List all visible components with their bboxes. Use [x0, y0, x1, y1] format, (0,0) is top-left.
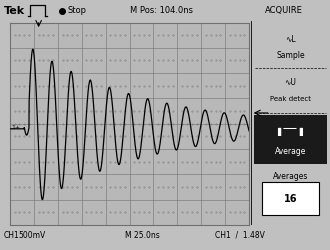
- Text: M 25.0ns: M 25.0ns: [125, 230, 160, 239]
- Text: ∿U: ∿U: [284, 78, 296, 87]
- FancyBboxPatch shape: [254, 115, 327, 164]
- Text: 1+: 1+: [11, 125, 20, 130]
- Text: M Pos: 104.0ns: M Pos: 104.0ns: [130, 6, 193, 15]
- Text: Tek: Tek: [4, 6, 25, 16]
- Text: ACQUIRE: ACQUIRE: [265, 6, 303, 15]
- Text: Stop: Stop: [67, 6, 86, 15]
- Text: Average: Average: [275, 147, 306, 156]
- Text: Peak detect: Peak detect: [270, 96, 311, 102]
- Text: 16: 16: [284, 194, 297, 203]
- Text: 500mV: 500mV: [18, 230, 45, 239]
- Text: ▌▔▔▐: ▌▔▔▐: [278, 127, 303, 136]
- FancyBboxPatch shape: [262, 182, 319, 215]
- Text: CH1: CH1: [4, 230, 20, 239]
- Text: Averages: Averages: [273, 172, 308, 180]
- Text: Sample: Sample: [276, 52, 305, 60]
- Text: CH1  /  1.48V: CH1 / 1.48V: [215, 230, 265, 239]
- Text: ∿L: ∿L: [285, 35, 296, 44]
